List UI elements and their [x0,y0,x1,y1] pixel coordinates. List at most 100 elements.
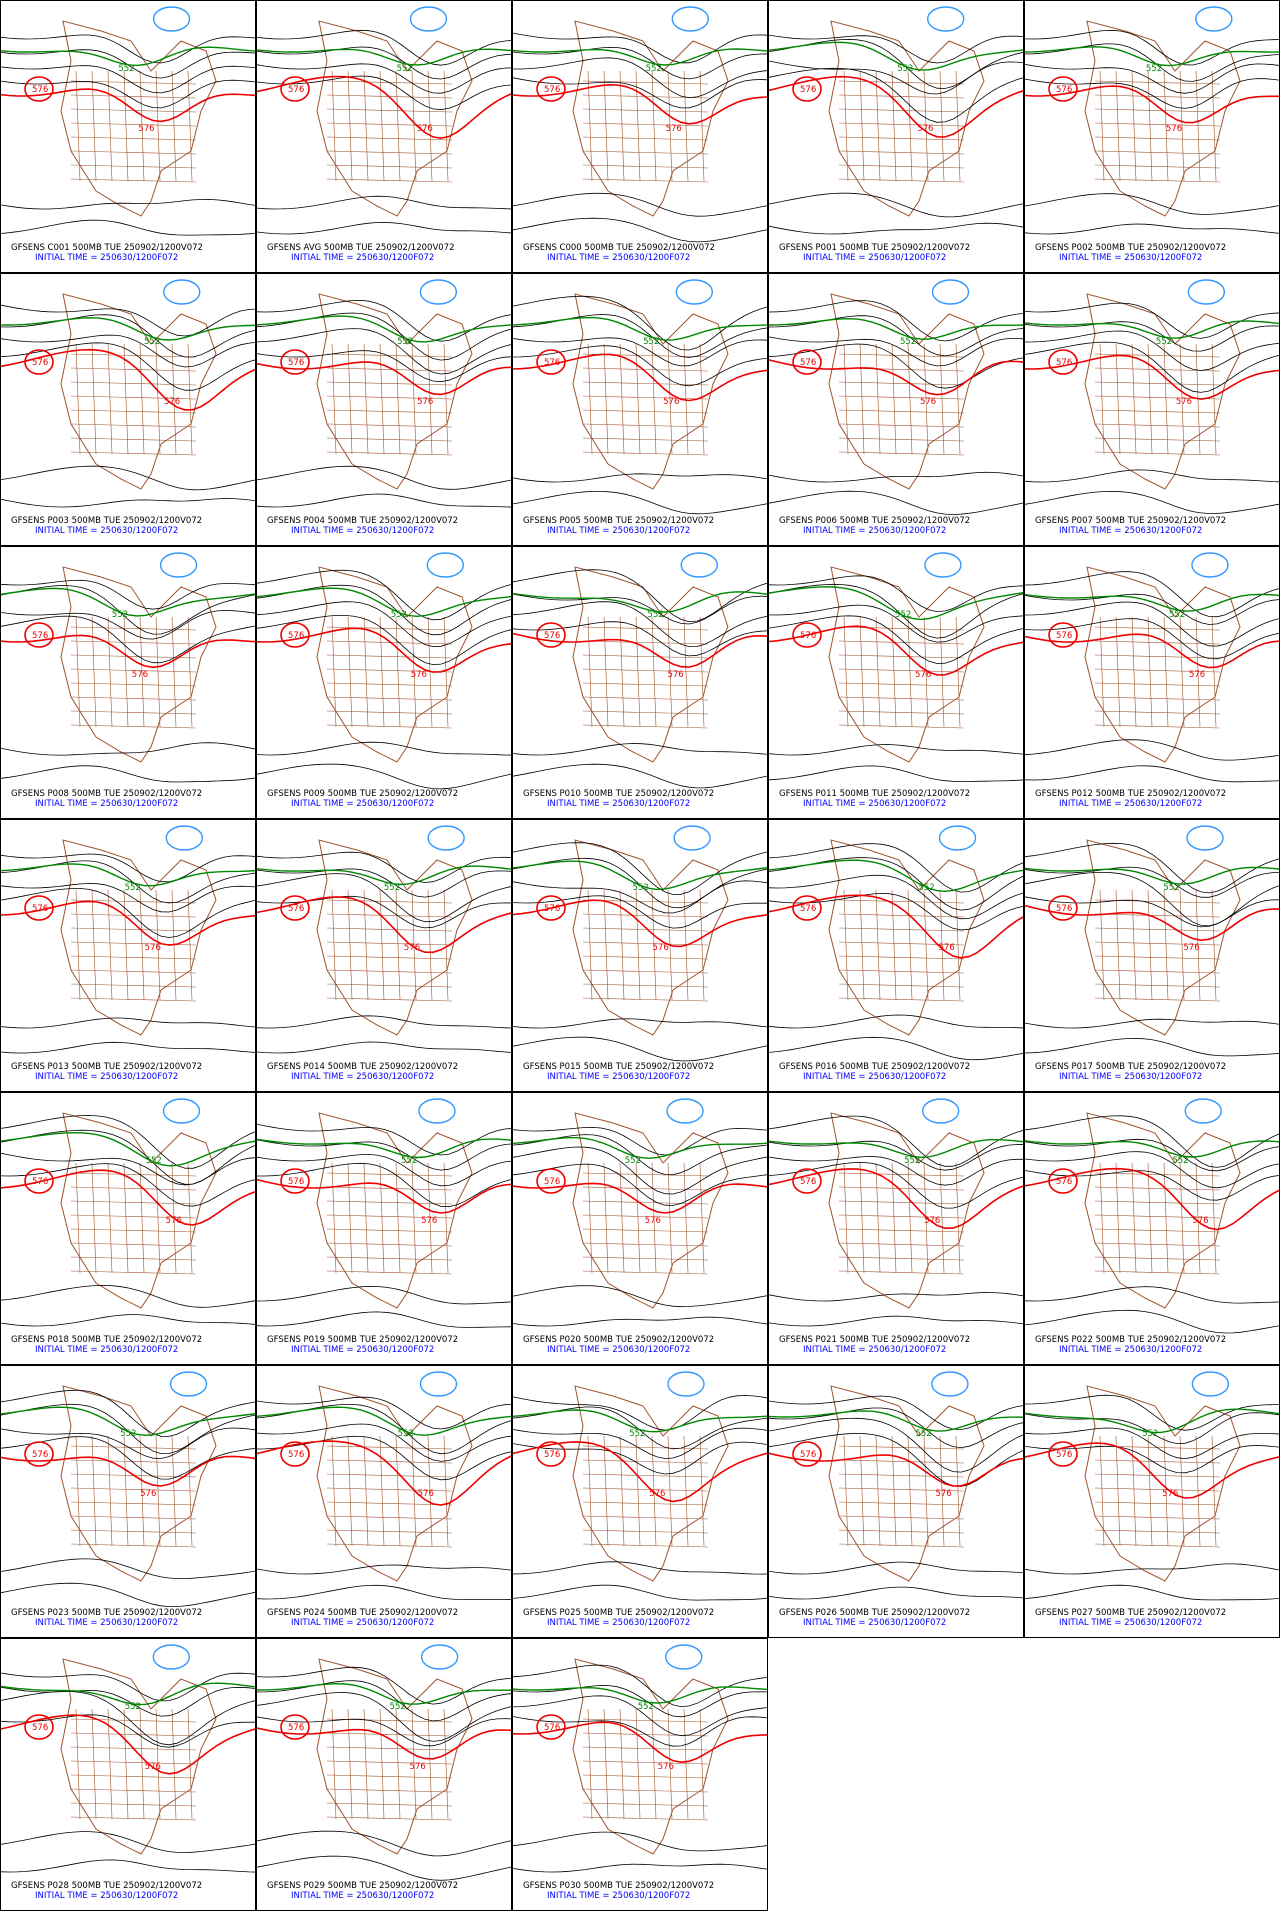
state-line [1094,80,1221,85]
contour [1025,593,1279,625]
panel-subtitle: INITIAL TIME = 250630/1200F072 [1059,799,1202,809]
low-contour [665,1644,703,1670]
coastline [1084,1385,1241,1582]
panel-title: GFSENS P011 500MB TUE 250902/1200V072 [779,789,970,799]
state-line [326,983,453,988]
state-line [155,889,161,1001]
state-line [619,70,625,182]
state-line [326,1501,453,1506]
contour-label: 552 [918,883,934,893]
contour-576 [769,75,1023,138]
map-panel: 576 576 552 GFSENS P020 500MB TUE 250902/12… [512,1092,768,1365]
contour-552 [1025,46,1279,67]
state-line [326,451,453,456]
contour-label: 552 [384,883,400,893]
state-line [1094,1270,1221,1275]
map-panel: 576 576 552 GFSENS C001 500MB TUE 250902/12… [0,0,256,273]
state-line [838,1473,965,1478]
contour [513,473,767,483]
map: 576 576 552 GFSENS P017 500MB TUE 250902/12… [1025,825,1279,1082]
contour-label: 576 [288,358,304,368]
state-line [347,1708,353,1820]
state-line [1099,889,1105,1001]
coastline [316,839,473,1036]
state-line [1094,668,1221,673]
state-line [363,343,369,455]
state-line [619,1435,625,1547]
contour [1,765,255,783]
contour-label: 552 [112,610,128,620]
state-line [326,1543,453,1548]
map-panel: 576 576 552 GFSENS P012 500MB TUE 250902/12… [1024,546,1280,819]
state-line [1094,178,1221,183]
contour-label: 552 [647,610,663,620]
map: 576 576 552 GFSENS P011 500MB TUE 250902/12… [769,552,1023,809]
state-line [1094,1515,1221,1520]
coastline [572,1112,729,1309]
state-line [70,423,197,428]
state-line [635,889,641,1001]
state-line [326,150,453,155]
contour [1025,78,1279,109]
panel-subtitle: INITIAL TIME = 250630/1200F072 [35,799,178,809]
contour [257,601,511,648]
contour-576 [1025,1167,1279,1231]
state-line [651,343,657,455]
state-line [582,437,709,442]
state-line [326,367,453,372]
contour-label: 576 [544,1177,560,1187]
contour [513,1036,767,1062]
contour-552 [257,48,511,66]
state-line [1094,626,1221,631]
contour [513,842,767,895]
contour-552 [1025,1140,1279,1158]
high-contour [792,76,822,102]
state-line [843,616,849,728]
contour-label: 576 [1162,1489,1178,1499]
state-line [331,1708,337,1820]
low-contour [419,279,458,305]
contour [769,1115,1023,1167]
contour-label: 576 [938,943,954,953]
contour [513,345,767,387]
contour-576 [1,900,255,946]
map: 576 576 552 GFSENS P016 500MB TUE 250902/12… [769,825,1023,1082]
state-line [1099,70,1105,182]
contour-label: 576 [32,85,48,95]
high-contour [792,895,822,921]
state-line [843,70,849,182]
map-panel: 576 576 552 GFSENS P007 500MB TUE 250902/12… [1024,273,1280,546]
state-line [1163,1162,1169,1274]
contour [1025,739,1279,761]
contour [513,1018,767,1029]
state-line [939,1162,945,1274]
high-contour [792,622,822,648]
contour-label: 576 [32,1450,48,1460]
state-line [107,1162,113,1274]
contour [513,46,767,80]
contour-552 [769,859,1023,893]
contour-label: 576 [288,85,304,95]
contour [257,350,511,383]
contour-label: 552 [146,1156,162,1166]
panel-subtitle: INITIAL TIME = 250630/1200F072 [1059,526,1202,536]
contour [1025,618,1279,660]
state-line [582,654,709,659]
contour [257,615,511,666]
high-contour [536,349,566,375]
state-line [891,616,897,728]
coastline [316,20,473,217]
state-line [326,423,453,428]
state-line [75,889,81,1001]
state-line [70,437,197,442]
state-line [838,80,965,85]
map: 576 576 552 GFSENS AVG 500MB TUE 250902/120… [257,6,511,263]
contour [257,1435,511,1481]
state-line [1094,724,1221,729]
state-line [582,1186,709,1191]
state-line [635,616,641,728]
state-line [379,1708,385,1820]
panel-title: GFSENS P012 500MB TUE 250902/1200V072 [1035,789,1226,799]
contour-576 [513,899,767,948]
state-line [838,164,965,169]
